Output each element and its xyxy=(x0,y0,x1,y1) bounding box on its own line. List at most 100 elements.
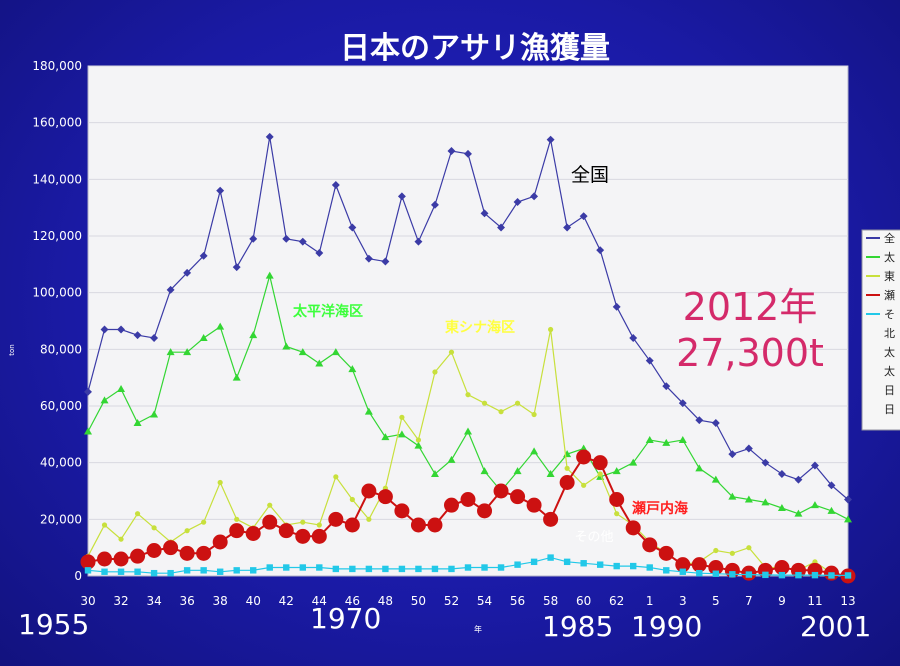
legend-entry: 瀬 xyxy=(884,288,895,302)
label-taiheiyo: 太平洋海区 xyxy=(293,303,363,320)
x-tick-label: 38 xyxy=(213,594,228,608)
series-group xyxy=(80,132,856,584)
data-point xyxy=(332,565,340,573)
x-tick-label: 13 xyxy=(840,594,855,608)
data-point xyxy=(746,545,752,551)
data-point xyxy=(563,223,572,232)
data-point xyxy=(101,522,108,528)
data-point xyxy=(481,564,488,571)
data-point xyxy=(212,534,228,550)
x-tick-label: 52 xyxy=(444,594,459,608)
y-tick-label: 160,000 xyxy=(32,116,82,130)
data-point xyxy=(266,564,273,571)
data-point xyxy=(196,545,212,561)
data-point xyxy=(546,470,555,477)
y-tick-label: 60,000 xyxy=(40,399,82,413)
data-point xyxy=(645,436,654,443)
data-point xyxy=(199,251,208,260)
data-point xyxy=(596,561,604,568)
data-point xyxy=(398,565,406,573)
data-point xyxy=(183,567,191,574)
data-point xyxy=(278,523,294,539)
data-point xyxy=(795,571,802,579)
data-point xyxy=(151,525,157,531)
x-tick-label: 34 xyxy=(146,594,161,608)
era-year-2001: 2001 xyxy=(800,610,871,643)
data-point xyxy=(249,234,258,243)
data-point xyxy=(460,492,476,507)
annotation-year: 2012年 xyxy=(683,285,818,329)
data-point xyxy=(432,369,438,375)
data-point xyxy=(201,519,207,525)
data-point xyxy=(399,414,405,420)
data-point xyxy=(283,564,290,571)
x-tick-label: 1 xyxy=(646,594,654,608)
annotation-value: 27,300t xyxy=(676,331,824,375)
data-point xyxy=(762,571,769,579)
x-tick-label: 56 xyxy=(510,594,525,608)
y-tick-label: 80,000 xyxy=(40,342,82,356)
data-point xyxy=(548,326,554,333)
data-point xyxy=(514,400,521,406)
data-point xyxy=(216,568,224,575)
x-tick-label: 11 xyxy=(807,594,822,608)
data-point xyxy=(497,223,506,232)
data-point xyxy=(282,342,291,350)
legend-entry: 太 xyxy=(884,346,895,359)
data-point xyxy=(827,481,836,490)
data-point xyxy=(167,569,174,577)
data-point xyxy=(133,419,142,426)
data-point xyxy=(234,516,240,522)
era-year-1985: 1985 xyxy=(542,610,613,643)
data-point xyxy=(150,410,159,418)
data-point xyxy=(311,528,327,544)
data-point xyxy=(249,331,258,339)
data-point xyxy=(827,506,836,514)
data-point xyxy=(447,147,456,155)
data-point xyxy=(778,571,786,579)
series-4 xyxy=(84,554,852,579)
data-point xyxy=(415,437,422,443)
data-point xyxy=(559,475,575,490)
x-axis-label: 年 xyxy=(474,624,482,634)
data-point xyxy=(609,492,625,507)
data-point xyxy=(315,249,324,257)
x-tick-label: 62 xyxy=(609,594,624,608)
data-point xyxy=(691,557,707,573)
data-point xyxy=(597,471,603,477)
data-point xyxy=(543,511,559,527)
data-point xyxy=(414,441,423,449)
y-axis-ticks: 0 20,000 40,000 60,000 80,000 100,000 120,000 1… xyxy=(32,59,82,583)
data-point xyxy=(216,322,225,330)
data-point xyxy=(134,511,141,517)
data-point xyxy=(348,223,357,232)
data-point xyxy=(729,571,736,578)
y-tick-label: 20,000 xyxy=(40,512,82,526)
data-point xyxy=(844,515,852,523)
data-point xyxy=(744,495,753,503)
y-tick-label: 0 xyxy=(74,569,82,583)
y-tick-label: 180,000 xyxy=(32,59,82,73)
data-point xyxy=(729,550,735,556)
data-point xyxy=(295,528,311,544)
data-point xyxy=(245,526,261,541)
data-point xyxy=(592,455,608,471)
data-point xyxy=(80,554,96,570)
data-point xyxy=(217,479,223,486)
data-point xyxy=(430,470,439,477)
data-point xyxy=(443,497,459,513)
label-sonota: その他 xyxy=(574,530,613,545)
data-point xyxy=(183,268,192,277)
x-tick-label: 7 xyxy=(745,594,753,608)
legend-entry: そ xyxy=(884,308,895,321)
data-point xyxy=(113,551,129,567)
x-axis-ticks: 30 32 34 36 38 40 42 44 46 48 50 52 54 56 58 60 62 1 3 5 7 9 1… xyxy=(80,594,855,608)
data-point xyxy=(344,517,360,533)
data-point xyxy=(166,285,175,294)
x-tick-label: 54 xyxy=(477,594,492,608)
data-point xyxy=(794,509,803,517)
data-point xyxy=(381,433,390,441)
data-point xyxy=(711,419,720,427)
